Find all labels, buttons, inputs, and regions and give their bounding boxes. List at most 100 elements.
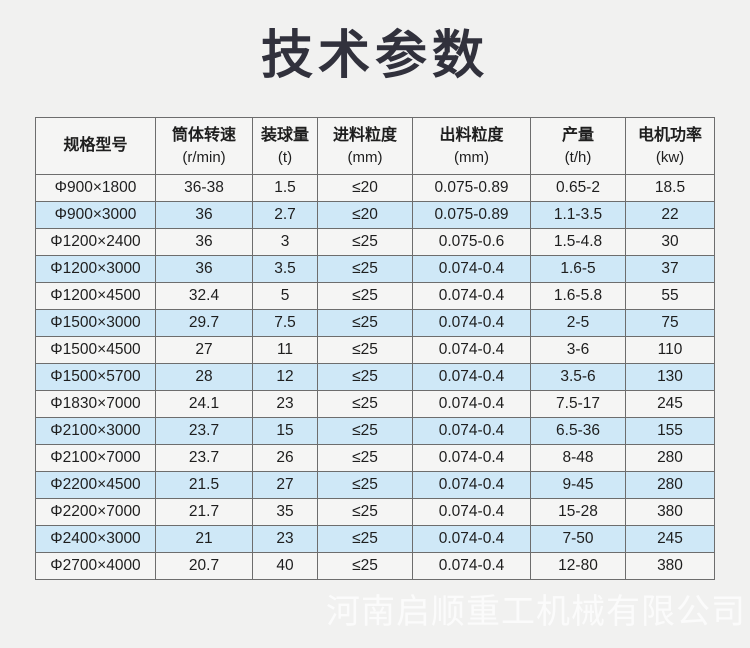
table-cell: Φ1500×5700 bbox=[35, 363, 156, 391]
table-cell: 23.7 bbox=[155, 417, 253, 445]
table-cell: 3 bbox=[252, 228, 318, 256]
table-cell: ≤25 bbox=[317, 228, 413, 256]
table-row: Φ1200×2400 36 3 ≤25 0.075-0.6 1.5-4.8 30 bbox=[35, 228, 715, 256]
table-row: Φ2200×4500 21.5 27 ≤25 0.074-0.4 9-45 280 bbox=[35, 471, 715, 499]
table-cell: 28 bbox=[155, 363, 253, 391]
table-cell: ≤25 bbox=[317, 363, 413, 391]
col-header-ball-load: 装球量 (t) bbox=[252, 117, 318, 175]
table-cell: 55 bbox=[625, 282, 715, 310]
table-cell: 110 bbox=[625, 336, 715, 364]
col-header-capacity: 产量 (t/h) bbox=[530, 117, 626, 175]
table-cell: 15-28 bbox=[530, 498, 626, 526]
table-cell: 0.074-0.4 bbox=[412, 282, 531, 310]
table-row: Φ1200×4500 32.4 5 ≤25 0.074-0.4 1.6-5.8 55 bbox=[35, 282, 715, 310]
table-cell: 26 bbox=[252, 444, 318, 472]
table-cell: ≤25 bbox=[317, 552, 413, 580]
table-cell: 23 bbox=[252, 525, 318, 553]
table-cell: 0.074-0.4 bbox=[412, 255, 531, 283]
table-cell: 22 bbox=[625, 201, 715, 229]
table-cell: 9-45 bbox=[530, 471, 626, 499]
table-cell: 27 bbox=[252, 471, 318, 499]
table-cell: 155 bbox=[625, 417, 715, 445]
table-header-row: 规格型号 筒体转速 (r/min) 装球量 (t) 进料粒度 (mm) 出料粒度 bbox=[35, 117, 715, 175]
table-cell: 1.6-5 bbox=[530, 255, 626, 283]
table-cell: Φ2200×4500 bbox=[35, 471, 156, 499]
table-cell: 30 bbox=[625, 228, 715, 256]
col-header-unit: (mm) bbox=[347, 148, 383, 166]
table-cell: ≤25 bbox=[317, 309, 413, 337]
watermark: 河南启顺重工机械有限公司 bbox=[326, 593, 746, 631]
table-cell: 280 bbox=[625, 444, 715, 472]
table-cell: 3.5 bbox=[252, 255, 318, 283]
table-cell: 0.075-0.89 bbox=[412, 201, 531, 229]
table-cell: 130 bbox=[625, 363, 715, 391]
table-cell: 1.6-5.8 bbox=[530, 282, 626, 310]
table-cell: 37 bbox=[625, 255, 715, 283]
table-cell: 7-50 bbox=[530, 525, 626, 553]
table-cell: ≤25 bbox=[317, 390, 413, 418]
table-cell: ≤25 bbox=[317, 282, 413, 310]
table-cell: ≤25 bbox=[317, 417, 413, 445]
table-row: Φ1500×5700 28 12 ≤25 0.074-0.4 3.5-6 130 bbox=[35, 363, 715, 391]
table-cell: 0.074-0.4 bbox=[412, 363, 531, 391]
table-cell: ≤25 bbox=[317, 525, 413, 553]
table-cell: 6.5-36 bbox=[530, 417, 626, 445]
table-cell: 21.7 bbox=[155, 498, 253, 526]
table-cell: 3.5-6 bbox=[530, 363, 626, 391]
table-cell: 0.074-0.4 bbox=[412, 552, 531, 580]
table-row: Φ1830×7000 24.1 23 ≤25 0.074-0.4 7.5-17 245 bbox=[35, 390, 715, 418]
col-header-unit: (kw) bbox=[655, 148, 685, 166]
table-cell: 2-5 bbox=[530, 309, 626, 337]
table-cell: Φ1500×3000 bbox=[35, 309, 156, 337]
table-cell: 1.1-3.5 bbox=[530, 201, 626, 229]
table-cell: Φ2400×3000 bbox=[35, 525, 156, 553]
table-cell: 0.65-2 bbox=[530, 174, 626, 202]
table-cell: 12-80 bbox=[530, 552, 626, 580]
table-cell: Φ1830×7000 bbox=[35, 390, 156, 418]
col-header-label: 产量 bbox=[561, 126, 594, 144]
table-cell: 380 bbox=[625, 552, 715, 580]
table-cell: 75 bbox=[625, 309, 715, 337]
table-cell: Φ1200×2400 bbox=[35, 228, 156, 256]
table-cell: 40 bbox=[252, 552, 318, 580]
table-cell: 29.7 bbox=[155, 309, 253, 337]
col-header-label: 规格型号 bbox=[63, 137, 128, 154]
table-cell: Φ2700×4000 bbox=[35, 552, 156, 580]
table-cell: 11 bbox=[252, 336, 318, 364]
col-header-label: 装球量 bbox=[260, 126, 309, 144]
table-row: Φ900×1800 36-38 1.5 ≤20 0.075-0.89 0.65-2 18.5 bbox=[35, 174, 715, 202]
table-cell: ≤25 bbox=[317, 444, 413, 472]
table-cell: 2.7 bbox=[252, 201, 318, 229]
table-cell: 15 bbox=[252, 417, 318, 445]
table-cell: 36-38 bbox=[155, 174, 253, 202]
table-row: Φ2700×4000 20.7 40 ≤25 0.074-0.4 12-80 380 bbox=[35, 552, 715, 580]
table-cell: 0.074-0.4 bbox=[412, 498, 531, 526]
table-row: Φ2100×7000 23.7 26 ≤25 0.074-0.4 8-48 280 bbox=[35, 444, 715, 472]
table-cell: 32.4 bbox=[155, 282, 253, 310]
table-cell: 0.074-0.4 bbox=[412, 525, 531, 553]
col-header-cylinder-speed: 筒体转速 (r/min) bbox=[155, 117, 253, 175]
table-cell: 0.074-0.4 bbox=[412, 444, 531, 472]
table-cell: 1.5-4.8 bbox=[530, 228, 626, 256]
table-cell: 7.5 bbox=[252, 309, 318, 337]
table-cell: 3-6 bbox=[530, 336, 626, 364]
col-header-unit: (mm) bbox=[454, 148, 489, 166]
table-cell: ≤25 bbox=[317, 498, 413, 526]
spec-table: 规格型号 筒体转速 (r/min) 装球量 (t) 进料粒度 (mm) 出料粒度 bbox=[35, 117, 715, 580]
table-cell: 21 bbox=[155, 525, 253, 553]
table-cell: 0.074-0.4 bbox=[412, 390, 531, 418]
table-cell: ≤25 bbox=[317, 255, 413, 283]
col-header-unit: (t) bbox=[277, 148, 293, 166]
table-cell: Φ1200×3000 bbox=[35, 255, 156, 283]
table-cell: 8-48 bbox=[530, 444, 626, 472]
table-row: Φ1500×4500 27 11 ≤25 0.074-0.4 3-6 110 bbox=[35, 336, 715, 364]
table-cell: 0.075-0.6 bbox=[412, 228, 531, 256]
table-cell: 245 bbox=[625, 390, 715, 418]
table-cell: 36 bbox=[155, 201, 253, 229]
table-cell: 280 bbox=[625, 471, 715, 499]
table-row: Φ1500×3000 29.7 7.5 ≤25 0.074-0.4 2-5 75 bbox=[35, 309, 715, 337]
table-cell: 5 bbox=[252, 282, 318, 310]
table-cell: Φ1200×4500 bbox=[35, 282, 156, 310]
col-header-unit: (r/min) bbox=[182, 148, 226, 166]
col-header-motor-power: 电机功率 (kw) bbox=[625, 117, 715, 175]
